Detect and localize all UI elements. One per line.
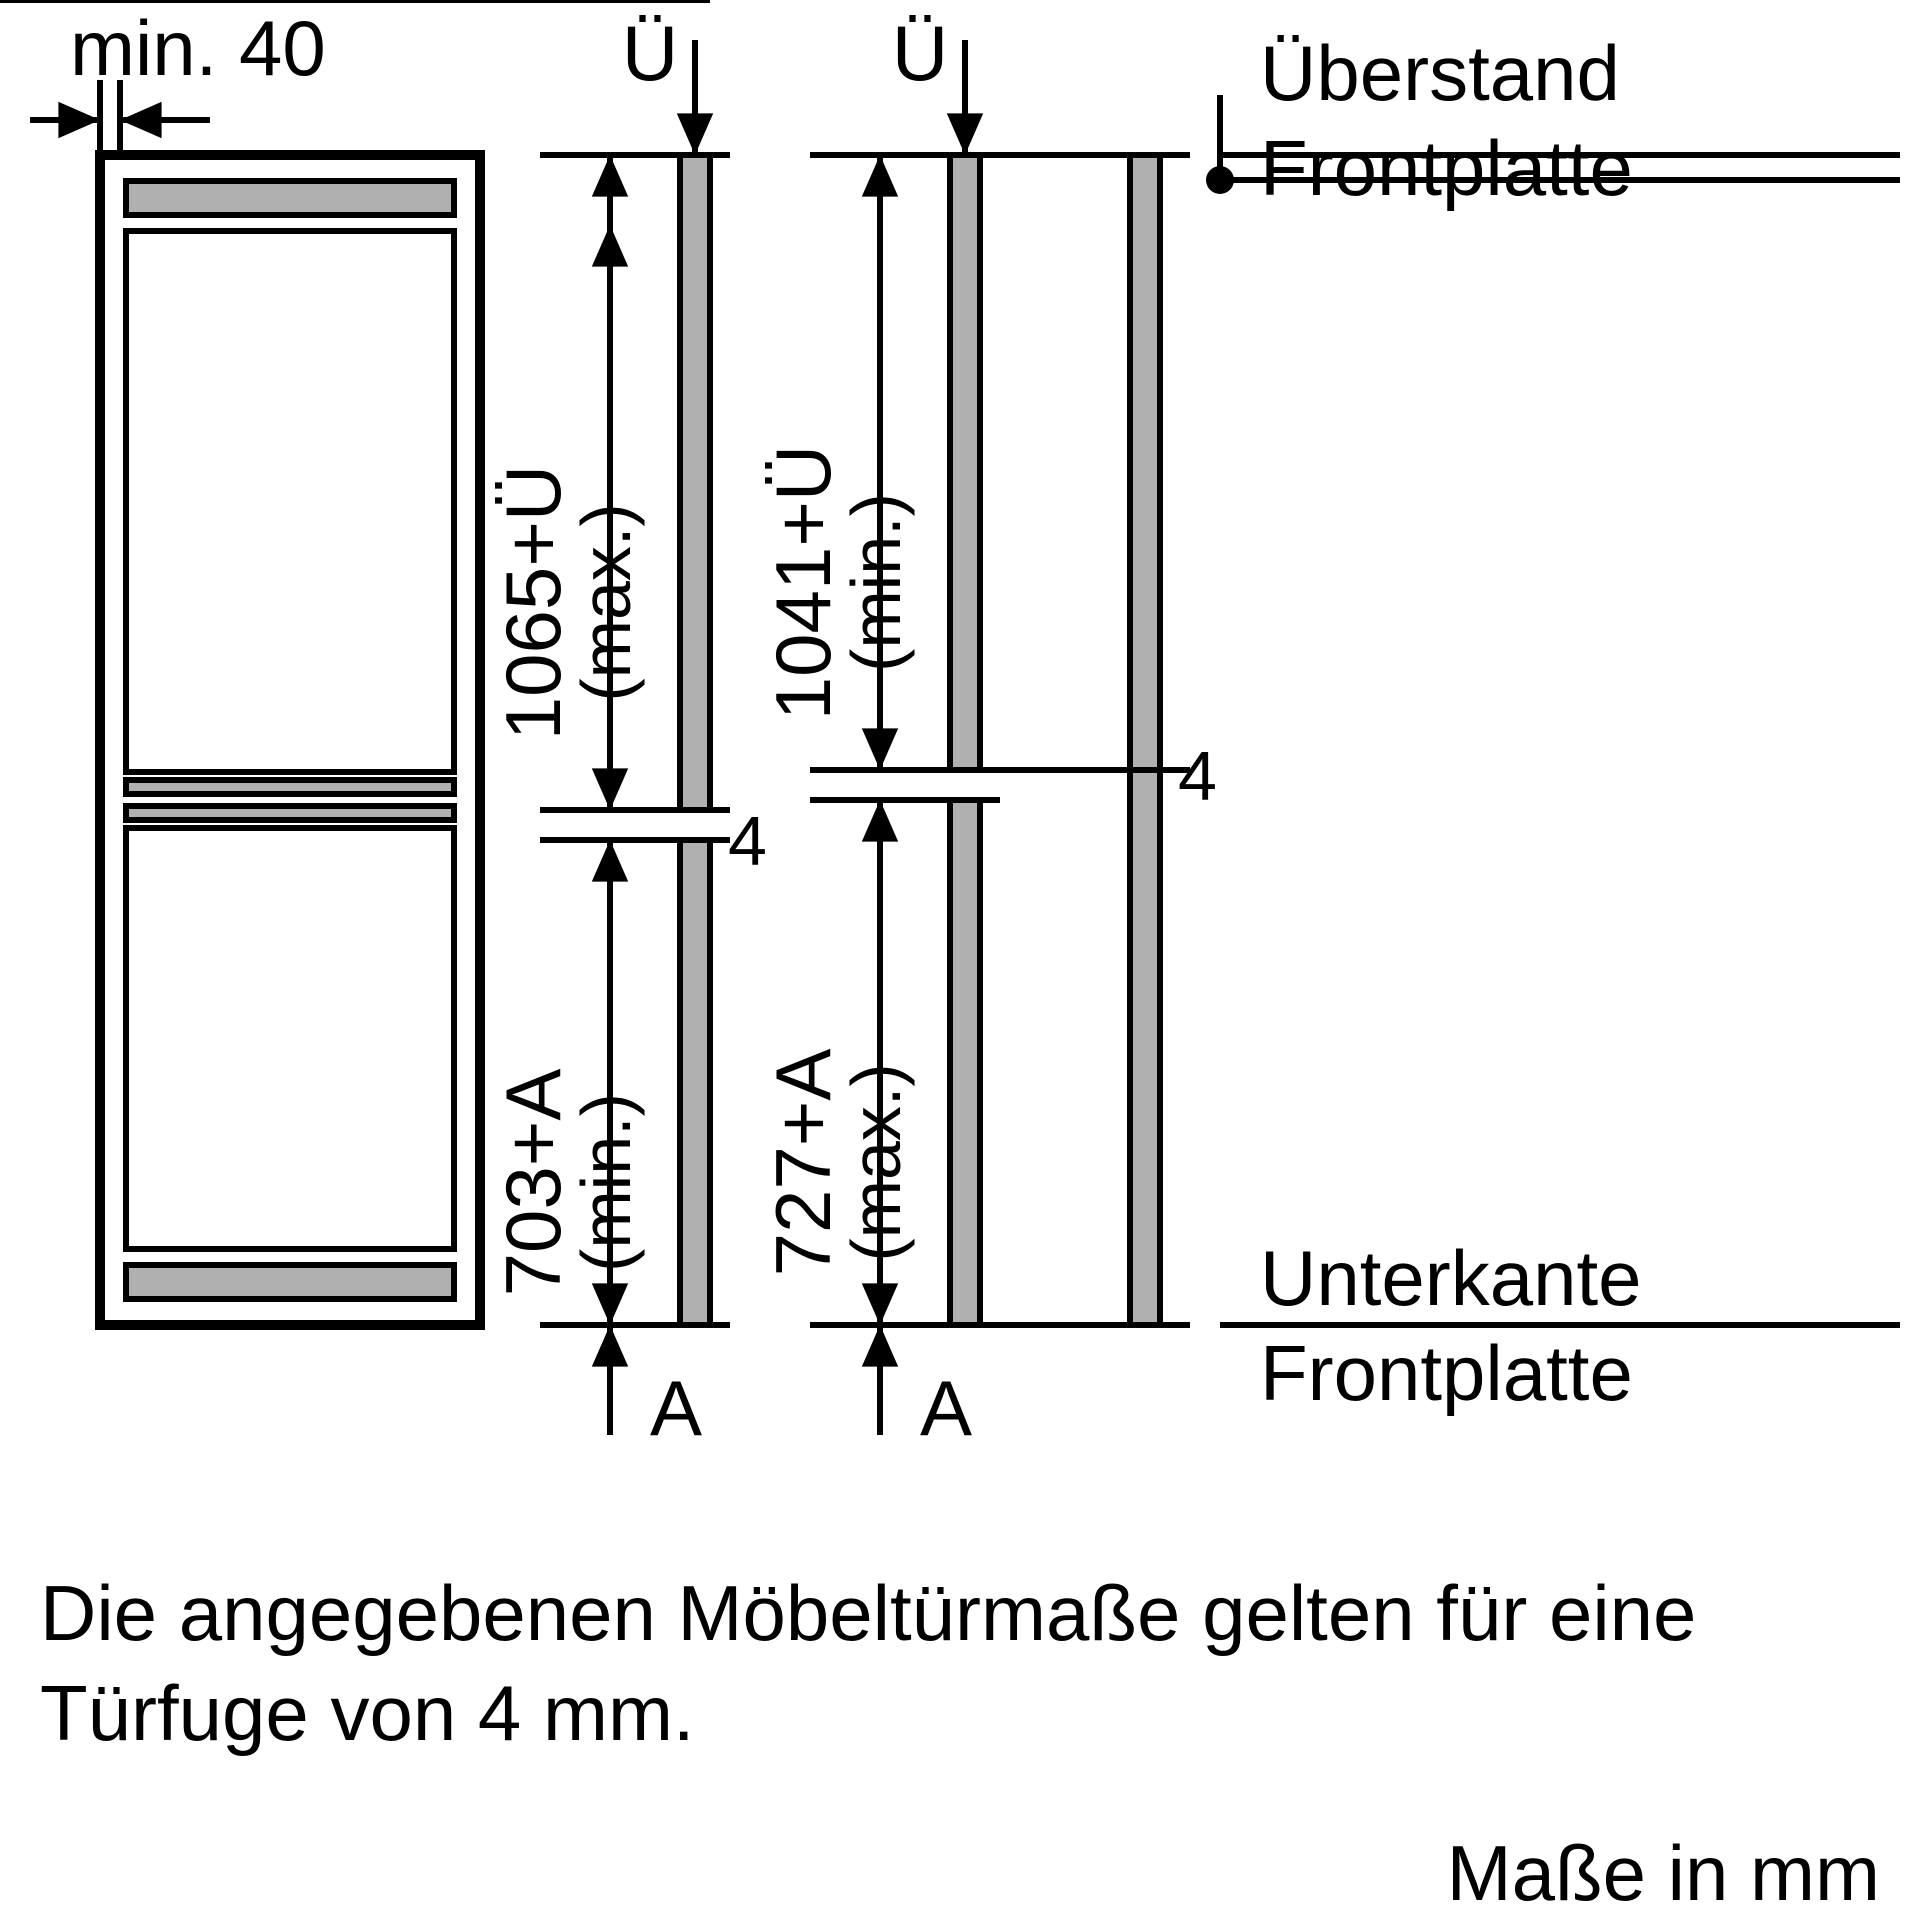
svg-text:Ü: Ü [892,9,948,97]
svg-text:1065+Ü: 1065+Ü [489,465,577,740]
svg-text:Die angegebenen Möbeltürmaße g: Die angegebenen Möbeltürmaße gelten für … [40,1569,1696,1657]
svg-text:703+A: 703+A [489,1069,577,1297]
svg-text:Überstand: Überstand [1260,29,1620,117]
svg-text:(max.): (max.) [837,1063,915,1261]
svg-text:727+A: 727+A [759,1049,847,1277]
svg-text:Frontplatte: Frontplatte [1260,1329,1633,1417]
svg-text:(min.): (min.) [567,1093,645,1272]
svg-text:(max.): (max.) [567,503,645,701]
svg-text:4: 4 [728,802,767,880]
svg-text:(min.): (min.) [837,493,915,672]
svg-text:1041+Ü: 1041+Ü [759,445,847,720]
svg-text:Ü: Ü [622,9,678,97]
svg-text:Maße in mm: Maße in mm [1447,1829,1880,1917]
svg-text:A: A [650,1364,702,1452]
svg-text:min. 40: min. 40 [70,4,326,92]
dimension-diagram: min. 40Ü4A1065+Ü(max.)703+A(min.)Ü4A1041… [0,0,1912,1931]
svg-text:4: 4 [1178,737,1217,815]
svg-text:Türfuge von 4 mm.: Türfuge von 4 mm. [40,1669,695,1757]
svg-text:Frontplatte: Frontplatte [1260,124,1633,212]
svg-text:A: A [920,1364,972,1452]
svg-text:Unterkante: Unterkante [1260,1234,1642,1322]
